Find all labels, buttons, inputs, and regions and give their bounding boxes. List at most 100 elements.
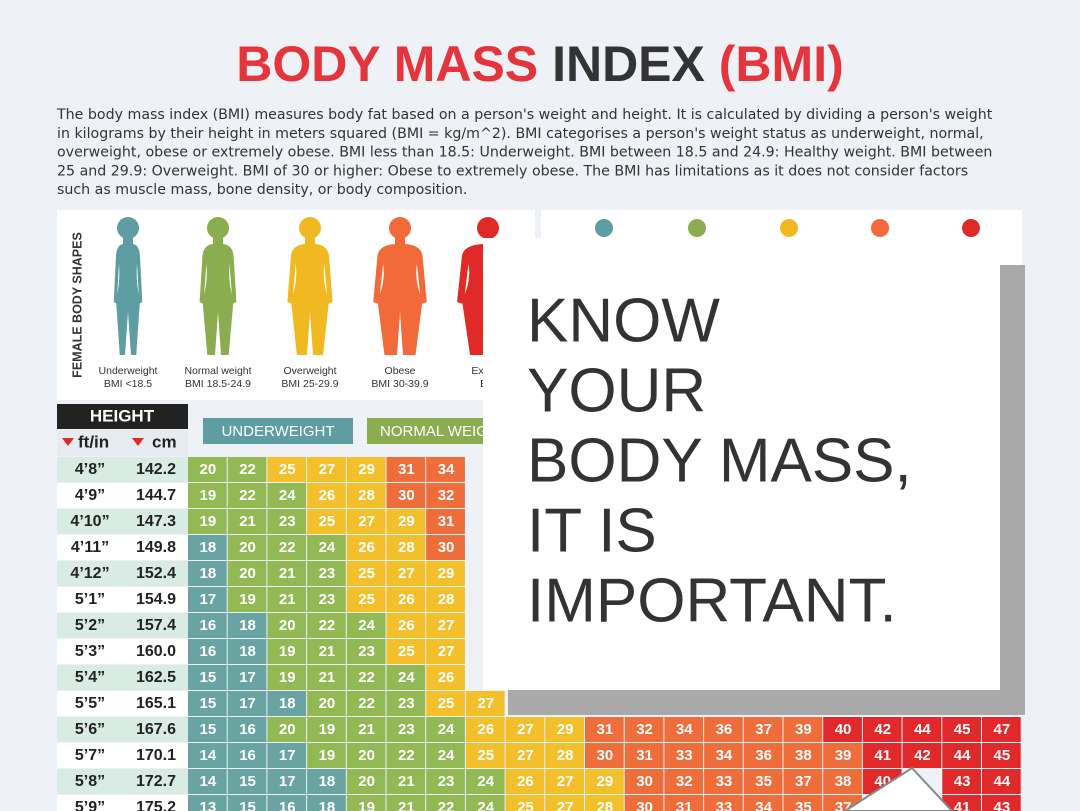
bmi-cell bbox=[426, 691, 465, 716]
bmi-value: 17 bbox=[239, 669, 256, 686]
bmi-value: 24 bbox=[319, 539, 336, 556]
height-cm: 149.8 bbox=[136, 539, 176, 556]
figure-body bbox=[287, 237, 333, 355]
height-cell bbox=[57, 639, 188, 664]
figure-head bbox=[477, 217, 499, 239]
bmi-cell bbox=[664, 717, 704, 742]
bmi-value: 13 bbox=[200, 799, 217, 811]
bmi-cell bbox=[188, 561, 227, 586]
bmi-cell bbox=[188, 587, 227, 612]
height-cell bbox=[57, 691, 188, 716]
bmi-value: 26 bbox=[517, 773, 534, 790]
bmi-value: 19 bbox=[358, 799, 375, 811]
height-cell bbox=[57, 535, 188, 560]
bmi-cell bbox=[426, 509, 465, 534]
bmi-value: 24 bbox=[358, 617, 375, 634]
bmi-value: 16 bbox=[279, 799, 296, 811]
bmi-value: 38 bbox=[835, 773, 852, 790]
bmi-cell bbox=[386, 795, 426, 811]
bmi-cell bbox=[743, 795, 783, 811]
bmi-value: 29 bbox=[358, 461, 375, 478]
bmi-value: 26 bbox=[358, 539, 375, 556]
bmi-value: 37 bbox=[755, 721, 772, 738]
overlay-line: YOUR bbox=[527, 356, 706, 425]
unit-ft: ft/in bbox=[78, 432, 109, 451]
height-cell bbox=[57, 743, 188, 768]
bmi-cell bbox=[227, 535, 267, 560]
bmi-value: 24 bbox=[279, 487, 296, 504]
bmi-value: 29 bbox=[557, 721, 574, 738]
bmi-cell bbox=[307, 795, 346, 811]
bmi-cell bbox=[227, 795, 267, 811]
bmi-value: 21 bbox=[319, 669, 336, 686]
bmi-cell bbox=[585, 743, 624, 768]
overlay-card bbox=[483, 238, 1000, 690]
bmi-cell bbox=[465, 795, 505, 811]
bmi-cell bbox=[227, 769, 267, 794]
description-line: overweight, obese or extremely obese. BM… bbox=[57, 145, 992, 161]
bmi-value: 18 bbox=[200, 539, 217, 556]
figure-body bbox=[113, 237, 143, 355]
bmi-value: 30 bbox=[636, 773, 653, 790]
bmi-value: 30 bbox=[636, 799, 653, 811]
shape-name: Normal weight bbox=[184, 365, 251, 377]
page-curl bbox=[843, 766, 954, 811]
bmi-cell bbox=[386, 509, 426, 534]
bmi-cell bbox=[783, 717, 823, 742]
height-ft: 5’4” bbox=[75, 669, 105, 686]
bmi-cell bbox=[267, 717, 307, 742]
height-cm: 157.4 bbox=[136, 617, 176, 634]
bmi-value: 18 bbox=[319, 799, 336, 811]
bmi-cell bbox=[386, 639, 426, 664]
bmi-cell bbox=[267, 691, 307, 716]
height-cm: 144.7 bbox=[136, 487, 176, 504]
bmi-cell bbox=[188, 795, 227, 811]
bmi-cell bbox=[426, 665, 465, 690]
title-part: INDEX bbox=[552, 36, 705, 92]
height-ft: 5’9” bbox=[75, 799, 105, 811]
bmi-value: 31 bbox=[676, 799, 693, 811]
bmi-cell bbox=[227, 483, 267, 508]
bmi-value: 18 bbox=[279, 695, 296, 712]
height-cell bbox=[57, 665, 188, 690]
bmi-cell bbox=[307, 483, 346, 508]
bmi-value: 18 bbox=[200, 565, 217, 582]
bmi-value: 42 bbox=[874, 721, 891, 738]
bmi-cell bbox=[227, 717, 267, 742]
bmi-value: 29 bbox=[438, 565, 455, 582]
bmi-value: 34 bbox=[676, 721, 693, 738]
height-cm: 175.2 bbox=[136, 799, 176, 811]
bmi-cell bbox=[188, 509, 227, 534]
bmi-value: 15 bbox=[239, 799, 256, 811]
bmi-cell bbox=[545, 769, 584, 794]
bmi-cell bbox=[942, 717, 981, 742]
shape-name: Overweight bbox=[283, 365, 336, 377]
bmi-cell bbox=[942, 743, 981, 768]
bmi-cell bbox=[307, 717, 346, 742]
bmi-value: 44 bbox=[994, 773, 1011, 790]
bmi-cell bbox=[743, 717, 783, 742]
bmi-value: 44 bbox=[954, 747, 971, 764]
bmi-value: 23 bbox=[438, 773, 455, 790]
bmi-value: 23 bbox=[398, 695, 415, 712]
bmi-cell bbox=[426, 769, 465, 794]
bmi-value: 37 bbox=[795, 773, 812, 790]
bmi-cell bbox=[346, 535, 386, 560]
bmi-cell bbox=[227, 587, 267, 612]
description-line: in kilograms by their height in meters s… bbox=[57, 126, 984, 142]
bmi-cell bbox=[704, 743, 743, 768]
bmi-value: 30 bbox=[398, 487, 415, 504]
bmi-value: 26 bbox=[398, 617, 415, 634]
bmi-cell bbox=[545, 795, 584, 811]
bmi-value: 18 bbox=[239, 617, 256, 634]
bmi-cell bbox=[346, 795, 386, 811]
bmi-value: 33 bbox=[716, 799, 733, 811]
bmi-value: 33 bbox=[716, 773, 733, 790]
bmi-cell bbox=[704, 769, 743, 794]
bmi-value: 19 bbox=[279, 669, 296, 686]
bmi-cell bbox=[624, 717, 664, 742]
bmi-value: 31 bbox=[398, 461, 415, 478]
bmi-cell bbox=[227, 665, 267, 690]
height-ft: 5’6” bbox=[75, 721, 105, 738]
bmi-value: 23 bbox=[319, 565, 336, 582]
